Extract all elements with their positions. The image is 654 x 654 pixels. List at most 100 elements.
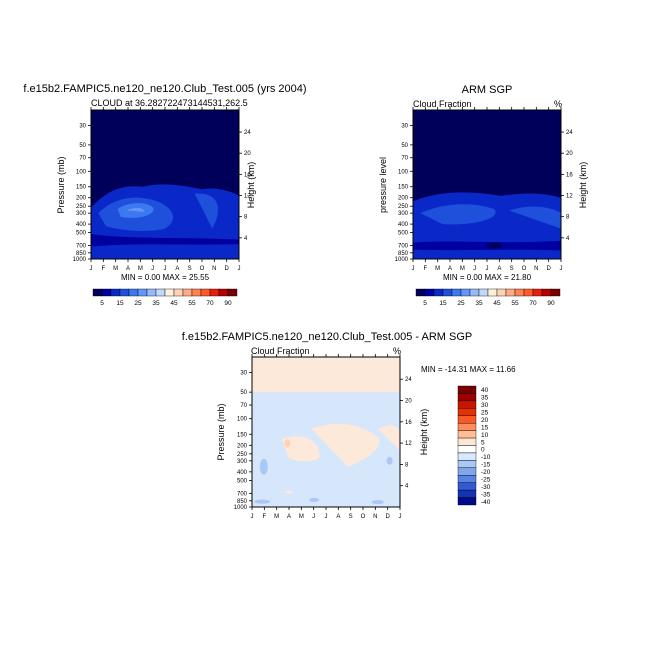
colorbar-label: 20 <box>481 417 489 424</box>
diff-blob-negative-e <box>371 500 384 505</box>
ytick-left-label: 850 <box>76 251 87 257</box>
colorbar-swatch <box>433 288 444 297</box>
diff-ylabel-right: Height (km) <box>419 409 429 456</box>
xtick-label: M <box>299 514 304 520</box>
ytick-left-label: 700 <box>76 243 87 249</box>
ytick-left-label: 50 <box>240 390 247 396</box>
xtick-label: N <box>212 266 216 272</box>
ytick-left-label: 300 <box>76 211 87 217</box>
colorbar-label: 5 <box>481 439 485 446</box>
colorbar-swatch <box>119 288 130 297</box>
ytick-left-label: 850 <box>398 251 409 257</box>
colorbar-swatch <box>457 445 477 454</box>
ytick-left-label: 200 <box>398 196 409 202</box>
colorbar-label: -40 <box>481 499 491 506</box>
model-contour-field <box>91 110 239 259</box>
colorbar-label: 35 <box>481 395 489 402</box>
ytick-right-label: 16 <box>405 420 412 426</box>
xtick-label: J <box>412 266 415 272</box>
xtick-label: J <box>486 266 489 272</box>
xtick-label: J <box>151 266 154 272</box>
xtick-label: J <box>251 514 254 520</box>
axes-group: 3050701001502002503004005007008501000242… <box>73 107 573 520</box>
colorbar-swatch <box>457 467 477 476</box>
colorbar-label: 90 <box>224 300 232 307</box>
colorbar-swatch <box>457 460 477 469</box>
colorbar-label: 35 <box>475 300 483 307</box>
xtick-label: S <box>510 266 514 272</box>
diff-subtitle-left: Cloud Fraction <box>251 346 310 356</box>
colorbar-label: 25 <box>457 300 465 307</box>
colorbar-label: 30 <box>481 402 489 409</box>
colorbar-swatch <box>457 452 477 461</box>
obs-ylabel-left: pressure level <box>378 157 388 213</box>
ytick-left-label: 100 <box>76 169 87 175</box>
colorbar-label: 35 <box>152 300 160 307</box>
xtick-label: J <box>90 266 93 272</box>
colorbar-swatch <box>496 288 507 297</box>
diff-upper-band <box>252 357 400 393</box>
diff-positive-b <box>311 423 380 467</box>
ytick-right-label: 8 <box>405 462 409 468</box>
xtick-label: S <box>188 266 192 272</box>
ytick-right-label: 20 <box>244 151 251 157</box>
colorbar-label: 55 <box>188 300 196 307</box>
model-minmax: MIN = 0.00 MAX = 25.55 <box>121 273 210 282</box>
colorbar-swatch <box>200 288 211 297</box>
diff-positive-c <box>377 425 400 451</box>
ytick-right-label: 4 <box>405 484 409 490</box>
ytick-left-label: 700 <box>237 491 248 497</box>
diff-positive-a <box>281 436 321 462</box>
ytick-left-label: 100 <box>237 417 248 423</box>
xtick-label: D <box>546 266 551 272</box>
xtick-label: J <box>399 514 402 520</box>
xtick-label: O <box>522 266 527 272</box>
colorbar-label: 45 <box>493 300 501 307</box>
colorbar-swatch <box>457 422 477 431</box>
diff-subtitle-right: % <box>393 346 401 356</box>
ytick-left-label: 150 <box>398 185 409 191</box>
ytick-left-label: 300 <box>237 459 248 465</box>
colorbar-swatch <box>457 430 477 439</box>
xtick-label: F <box>101 266 105 272</box>
colorbar-swatch <box>514 288 525 297</box>
colorbar-label: 15 <box>116 300 124 307</box>
ytick-right-label: 4 <box>244 236 248 242</box>
ytick-right-label: 20 <box>566 151 573 157</box>
obs-subtitle-right: % <box>554 99 562 109</box>
xtick-label: S <box>349 514 353 520</box>
ytick-left-label: 150 <box>76 185 87 191</box>
colorbar-label: 70 <box>529 300 537 307</box>
ytick-left-label: 70 <box>79 156 86 162</box>
ytick-left-label: 70 <box>240 403 247 409</box>
ytick-left-label: 1000 <box>395 257 409 263</box>
ytick-right-label: 24 <box>244 130 251 136</box>
ytick-right-label: 8 <box>244 215 248 221</box>
ytick-right-label: 4 <box>566 236 570 242</box>
colorbar-swatch <box>182 288 193 297</box>
xtick-label: A <box>336 514 340 520</box>
ytick-left-label: 400 <box>398 222 409 228</box>
colorbar-label: 15 <box>439 300 447 307</box>
colorbar-swatch <box>469 288 480 297</box>
ytick-left-label: 400 <box>237 470 248 476</box>
diff-blob-peach <box>284 439 291 448</box>
xtick-label: A <box>448 266 452 272</box>
ytick-left-label: 150 <box>237 432 248 438</box>
colorbar-swatch <box>164 288 175 297</box>
colorbar-label: 25 <box>481 410 489 417</box>
ytick-left-label: 200 <box>76 196 87 202</box>
colorbar-swatch <box>505 288 516 297</box>
colorbar-swatch <box>451 288 462 297</box>
colorbar-swatch <box>191 288 202 297</box>
xtick-label: M <box>274 514 279 520</box>
ytick-left-label: 30 <box>401 123 408 129</box>
colorbar-label: 40 <box>481 387 489 394</box>
colorbar-swatch <box>478 288 489 297</box>
colorbar-swatch <box>550 288 561 297</box>
model-ylabel-left: Pressure (mb) <box>56 156 66 213</box>
ytick-left-label: 1000 <box>73 257 87 263</box>
diff-blob-positive-low <box>285 490 293 494</box>
ytick-left-label: 30 <box>240 371 247 377</box>
